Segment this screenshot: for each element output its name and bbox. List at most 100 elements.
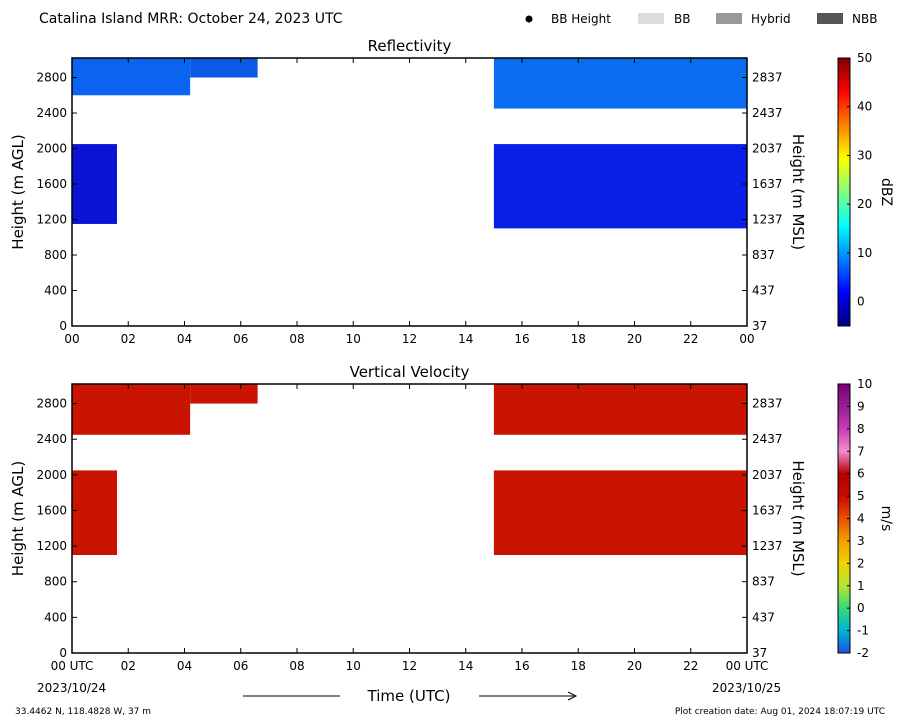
y-tick-label-right: 2837 xyxy=(752,71,783,85)
legend-bb-swatch xyxy=(638,13,664,24)
colorbar-tick-label: -1 xyxy=(857,624,869,638)
echo-region-3 xyxy=(493,58,747,109)
y-tick-label-left: 2800 xyxy=(36,397,67,411)
x-tick-label: 00 xyxy=(64,332,79,346)
y-axis-label-left: Height (m AGL) xyxy=(9,134,27,249)
colorbar-tick-label: 5 xyxy=(857,489,865,503)
colorbar-label: dBZ xyxy=(878,178,894,206)
colorbar-tick-label: 0 xyxy=(857,601,865,615)
x-tick-label: 22 xyxy=(683,659,698,673)
figure-title: Catalina Island MRR: October 24, 2023 UT… xyxy=(39,11,343,27)
x-tick-label: 04 xyxy=(177,332,192,346)
x-axis-label: Time (UTC) xyxy=(367,687,451,705)
colorbar-tick-label: 8 xyxy=(857,422,865,436)
x-tick-label: 12 xyxy=(402,659,417,673)
y-tick-label-right: 2837 xyxy=(752,397,783,411)
x-tick-label: 08 xyxy=(289,332,304,346)
x-tick-label: 20 xyxy=(627,659,642,673)
date-end: 2023/10/25 xyxy=(712,681,781,695)
colorbar-tick-label: 10 xyxy=(857,377,872,391)
panel-title: Reflectivity xyxy=(368,37,452,55)
x-tick-label: 00 UTC xyxy=(726,659,769,673)
echo-region-0 xyxy=(72,144,117,224)
x-tick-label: 14 xyxy=(458,332,473,346)
echo-region-4 xyxy=(493,144,747,229)
x-tick-label: 08 xyxy=(289,659,304,673)
y-tick-label-right: 437 xyxy=(752,284,775,298)
x-tick-label: 18 xyxy=(571,659,586,673)
y-tick-label-right: 2437 xyxy=(752,432,783,446)
panel-title: Vertical Velocity xyxy=(350,363,470,381)
y-tick-label-left: 1200 xyxy=(36,539,67,553)
x-tick-label: 16 xyxy=(514,332,529,346)
colorbar-tick-label: 2 xyxy=(857,556,865,570)
y-tick-label-left: 1600 xyxy=(36,503,67,517)
colorbar-tick-label: 10 xyxy=(857,246,872,260)
echo-region-2 xyxy=(190,384,258,404)
echo-region-1 xyxy=(72,58,191,96)
y-axis-label-right: Height (m MSL) xyxy=(789,460,807,576)
y-tick-label-left: 800 xyxy=(44,248,67,262)
colorbar-label: m/s xyxy=(878,506,894,532)
arrow-right-icon xyxy=(567,691,578,701)
y-tick-label-right: 1237 xyxy=(752,213,783,227)
y-tick-label-right: 837 xyxy=(752,575,775,589)
echo-region-0 xyxy=(72,470,117,556)
y-tick-label-left: 2000 xyxy=(36,142,67,156)
colorbar-tick-label: 0 xyxy=(857,295,865,309)
echo-region-2 xyxy=(190,58,258,78)
bb-height-dot-icon xyxy=(525,15,533,23)
y-tick-label-left: 400 xyxy=(44,610,67,624)
legend-nbb-swatch xyxy=(817,13,843,24)
echo-region-4 xyxy=(493,470,747,556)
y-tick-label-right: 2437 xyxy=(752,106,783,120)
x-tick-label: 02 xyxy=(121,659,136,673)
colorbar-tick-label: 6 xyxy=(857,467,865,481)
y-tick-label-left: 0 xyxy=(59,646,67,660)
y-tick-label-right: 37 xyxy=(752,319,767,333)
x-tick-label: 00 UTC xyxy=(51,659,94,673)
x-tick-label: 14 xyxy=(458,659,473,673)
legend-bb-height: BB Height xyxy=(551,12,611,26)
x-tick-label: 16 xyxy=(514,659,529,673)
y-tick-label-right: 1637 xyxy=(752,503,783,517)
y-tick-label-left: 1600 xyxy=(36,177,67,191)
colorbar-tick-label: 40 xyxy=(857,100,872,114)
y-tick-label-left: 2400 xyxy=(36,106,67,120)
y-tick-label-right: 837 xyxy=(752,248,775,262)
y-tick-label-left: 2000 xyxy=(36,468,67,482)
x-tick-label: 18 xyxy=(571,332,586,346)
y-tick-label-left: 800 xyxy=(44,575,67,589)
echo-region-1 xyxy=(72,384,191,435)
y-tick-label-right: 37 xyxy=(752,646,767,660)
x-tick-label: 10 xyxy=(346,659,361,673)
y-tick-label-right: 1637 xyxy=(752,177,783,191)
y-tick-label-left: 0 xyxy=(59,319,67,333)
colorbar-tick-label: 50 xyxy=(857,51,872,65)
y-tick-label-left: 2400 xyxy=(36,432,67,446)
legend-bb: BB xyxy=(674,12,690,26)
x-tick-label: 12 xyxy=(402,332,417,346)
colorbar-tick-label: 1 xyxy=(857,579,865,593)
x-tick-label: 02 xyxy=(121,332,136,346)
y-tick-label-right: 2037 xyxy=(752,468,783,482)
y-tick-label-right: 437 xyxy=(752,610,775,624)
date-start: 2023/10/24 xyxy=(37,681,106,695)
legend-hybrid: Hybrid xyxy=(751,12,791,26)
colorbar-tick-label: 4 xyxy=(857,512,865,526)
y-tick-label-left: 2800 xyxy=(36,71,67,85)
x-tick-label: 10 xyxy=(346,332,361,346)
y-tick-label-right: 1237 xyxy=(752,539,783,553)
legend-nbb: NBB xyxy=(852,12,877,26)
legend-hybrid-swatch xyxy=(716,13,742,24)
x-tick-label: 06 xyxy=(233,332,248,346)
y-axis-label-left: Height (m AGL) xyxy=(9,461,27,576)
creation-date-text: Plot creation date: Aug 01, 2024 18:07:1… xyxy=(675,707,885,717)
x-tick-label: 22 xyxy=(683,332,698,346)
location-text: 33.4462 N, 118.4828 W, 37 m xyxy=(15,707,151,717)
x-tick-label: 06 xyxy=(233,659,248,673)
header-legend: BB Height BB Hybrid NBB xyxy=(525,12,877,26)
